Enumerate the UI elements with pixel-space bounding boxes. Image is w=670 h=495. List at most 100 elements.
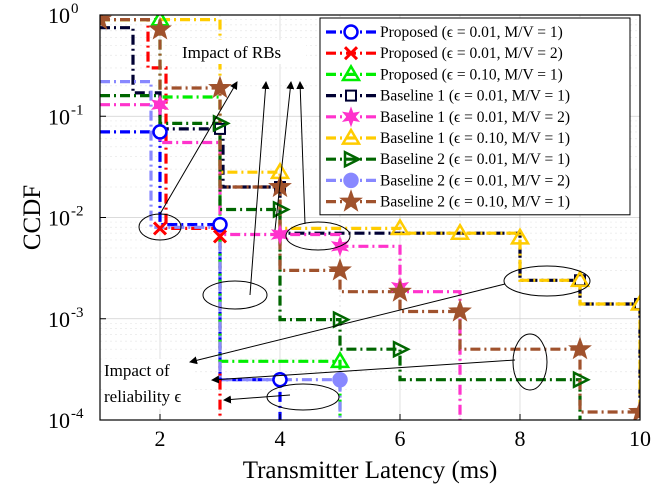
- annotation-impact-of-rbs: Impact of RBs: [182, 43, 281, 62]
- legend-marker: [343, 24, 359, 40]
- legend-label: Baseline 2 (ϵ = 0.01, M/V = 1): [380, 151, 570, 168]
- y-axis-label: CCDF: [19, 185, 46, 250]
- annotation-ellipse: [285, 221, 351, 251]
- series-6: [100, 18, 640, 420]
- series-4: [100, 26, 640, 420]
- series-7: [100, 94, 582, 420]
- series-1-markers: [152, 124, 288, 388]
- annotation-arrow: [189, 283, 506, 365]
- data-point-marker: [100, 15, 112, 30]
- annotation-arrow: [274, 81, 295, 231]
- y-tick-exponent: -3: [71, 305, 84, 321]
- legend-item-8: Baseline 2 (ϵ = 0.01, M/V = 2): [326, 172, 570, 189]
- data-point-marker: [448, 299, 472, 322]
- legend-label: Proposed (ϵ = 0.10, M/V = 1): [380, 66, 563, 83]
- legend-item-2: Proposed (ϵ = 0.01, M/V = 2): [326, 45, 563, 62]
- data-point-marker: [449, 222, 471, 241]
- data-point-marker: [572, 370, 591, 389]
- legend-marker: [340, 127, 362, 145]
- legend-marker: [341, 106, 361, 128]
- data-point-marker: [568, 336, 592, 360]
- legend-item-4: Baseline 1 (ϵ = 0.01, M/V = 1): [326, 88, 570, 105]
- data-point-marker: [148, 16, 172, 40]
- x-tick-label: 4: [275, 426, 286, 451]
- legend-marker: [340, 63, 362, 82]
- series-8-markers: [332, 371, 348, 388]
- legend-item-3: Proposed (ϵ = 0.10, M/V = 1): [326, 63, 563, 83]
- annotation-impact-of-reliability-line2: reliability ϵ: [104, 387, 181, 406]
- data-point-marker: [212, 229, 228, 244]
- data-point-marker: [152, 124, 168, 140]
- data-point-marker: [208, 75, 232, 99]
- x-tick-label: 6: [395, 426, 406, 451]
- legend-label: Baseline 1 (ϵ = 0.01, M/V = 1): [380, 88, 570, 105]
- data-point-marker: [328, 257, 352, 281]
- y-tick-exponent: -4: [71, 406, 84, 422]
- x-axis-label: Transmitter Latency (ms): [243, 457, 498, 484]
- x-tick-label: 10: [629, 426, 651, 451]
- annotation-ellipse: [266, 383, 340, 411]
- annotation-impact-of-reliability-line1: Impact of: [104, 361, 170, 380]
- data-point-marker: [569, 269, 591, 288]
- legend-marker: [343, 172, 359, 189]
- annotations: Impact of RBs Impact of reliability ϵ: [102, 40, 591, 411]
- y-tick-label: 10: [48, 104, 70, 129]
- data-point-marker: [388, 279, 412, 302]
- annotation-arrow: [211, 359, 516, 384]
- annotation-arrow: [296, 81, 306, 225]
- annotation-ellipse: [503, 265, 591, 297]
- legend-marker: [343, 150, 362, 169]
- data-point-marker: [332, 371, 348, 388]
- legend-item-1: Proposed (ϵ = 0.01, M/V = 1): [326, 24, 563, 41]
- data-point-marker: [329, 350, 351, 369]
- y-tick-label: 10: [48, 408, 70, 433]
- annotation-arrow: [249, 81, 270, 296]
- annotation-ellipse: [202, 280, 268, 310]
- series-line: [100, 26, 640, 420]
- series-line: [100, 94, 582, 420]
- annotation-arrow: [223, 394, 291, 404]
- legend-label: Baseline 1 (ϵ = 0.01, M/V = 2): [380, 109, 570, 126]
- y-tick-label: 10: [48, 307, 70, 332]
- legend: Proposed (ϵ = 0.01, M/V = 1) Proposed (ϵ …: [319, 17, 631, 216]
- series-3-markers: [149, 15, 351, 369]
- data-point-marker: [509, 227, 531, 245]
- series-line: [100, 18, 640, 420]
- y-tick-label: 10: [48, 206, 70, 231]
- y-tick-exponent: -1: [71, 102, 84, 118]
- data-point-marker: [628, 399, 640, 420]
- legend-item-6: Baseline 1 (ϵ = 0.10, M/V = 1): [326, 127, 570, 147]
- legend-item-9: Baseline 2 (ϵ = 0.10, M/V = 1): [326, 189, 570, 212]
- series-9: [100, 18, 640, 414]
- data-point-marker: [272, 200, 291, 219]
- series-line: [100, 18, 640, 414]
- data-point-marker: [152, 221, 168, 236]
- legend-marker: [343, 46, 359, 61]
- annotation-background: [102, 359, 194, 409]
- legend-label: Proposed (ϵ = 0.01, M/V = 2): [380, 45, 563, 62]
- data-point-marker: [332, 310, 351, 329]
- legend-item-5: Baseline 1 (ϵ = 0.01, M/V = 2): [326, 106, 570, 128]
- data-point-marker: [629, 293, 640, 311]
- data-point-marker: [392, 340, 411, 359]
- series-7-markers: [212, 114, 591, 389]
- plot-area: [100, 15, 640, 420]
- annotation-ellipse: [512, 333, 548, 391]
- legend-label: Proposed (ϵ = 0.01, M/V = 1): [380, 24, 563, 41]
- legend-item-7: Baseline 2 (ϵ = 0.01, M/V = 1): [326, 150, 570, 169]
- legend-label: Baseline 2 (ϵ = 0.10, M/V = 1): [380, 194, 570, 211]
- data-point-marker: [150, 94, 170, 116]
- y-tick-exponent: -2: [71, 204, 84, 220]
- data-point-marker: [272, 371, 288, 388]
- annotation-arrow: [159, 81, 238, 215]
- x-tick-label: 8: [515, 426, 526, 451]
- data-point-marker: [389, 217, 411, 236]
- series-2-markers: [152, 221, 228, 244]
- x-tick-label: 2: [155, 426, 166, 451]
- annotation-background: [178, 40, 306, 64]
- data-point-marker: [212, 216, 228, 233]
- data-point-marker: [212, 114, 231, 133]
- legend-label: Baseline 2 (ϵ = 0.01, M/V = 2): [380, 172, 570, 189]
